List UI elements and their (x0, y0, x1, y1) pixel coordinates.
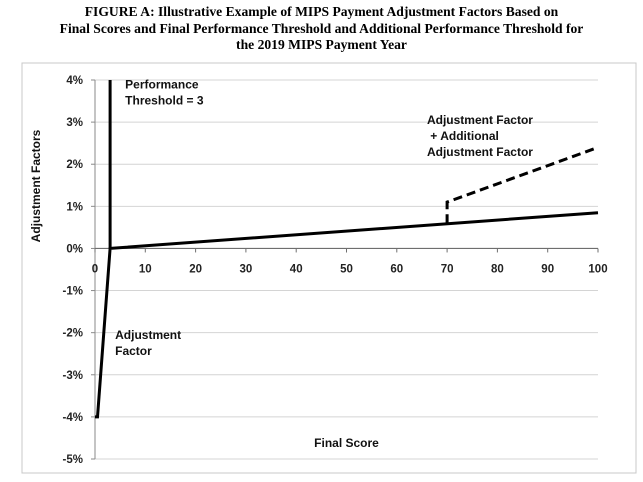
annotations: Performance Threshold = 3 Adjustment Facto… (115, 77, 533, 358)
y-tick-label: -3% (63, 370, 83, 382)
x-tick-label: 90 (541, 263, 554, 275)
x-tick-label: 20 (189, 263, 202, 275)
annotation-line: Factor (115, 344, 152, 358)
y-tick-label: -2% (63, 328, 83, 340)
gridlines (95, 79, 598, 460)
annotation-line: Adjustment (115, 328, 181, 342)
x-tick-label: 60 (390, 263, 403, 275)
annotation-line: Threshold = 3 (125, 93, 204, 107)
series-line-solid (95, 211, 599, 419)
annotation-line: Adjustment Factor (427, 113, 533, 127)
y-tick-label: -5% (63, 454, 83, 466)
x-axis-label: Final Score (314, 436, 379, 450)
title-line-2: Final Scores and Final Performance Thres… (59, 20, 584, 36)
x-tick-label: 100 (588, 263, 607, 275)
y-tick-label: 2% (66, 159, 83, 171)
x-tick-label: 50 (340, 263, 353, 275)
x-tick-label: 30 (240, 263, 253, 275)
series-lines (95, 80, 599, 419)
y-tick-label: 4% (66, 75, 83, 87)
tick-labels: 4% 3% 2% 1% 0% -1% -2% -3% -4% -5% 0 10 20 30 40 50 60 70… (63, 75, 608, 466)
annotation-line: Adjustment Factor (427, 145, 533, 159)
annotation: Adjustment Factor + Additional Adjustment… (427, 113, 533, 159)
y-tick-label: 1% (66, 201, 83, 213)
y-tick-label: -4% (63, 412, 83, 424)
y-tick-label: 0% (66, 243, 83, 255)
x-tick-label: 80 (491, 263, 504, 275)
figure-title: FIGURE A: Illustrative Example of MIPS P… (0, 4, 643, 54)
annotation: Performance Threshold = 3 (125, 77, 204, 107)
y-axis-label: Adjustment Factors (29, 129, 43, 242)
x-tick-label: 70 (441, 263, 454, 275)
x-tick-label: 0 (92, 263, 98, 275)
x-tick-label: 40 (290, 263, 303, 275)
chart-frame (21, 62, 637, 474)
annotation-line: + Additional (427, 129, 499, 143)
series-line-dashed (445, 145, 599, 224)
axes (91, 79, 599, 460)
annotation: Adjustment Factor (115, 328, 181, 358)
y-tick-label: -1% (63, 286, 83, 298)
title-line-3: the 2019 MIPS Payment Year (236, 37, 407, 52)
x-tick-label: 10 (139, 263, 152, 275)
y-tick-label: 3% (66, 117, 83, 129)
annotation-line: Performance (125, 77, 199, 91)
title-line-1: FIGURE A: Illustrative Example of MIPS P… (84, 4, 559, 19)
